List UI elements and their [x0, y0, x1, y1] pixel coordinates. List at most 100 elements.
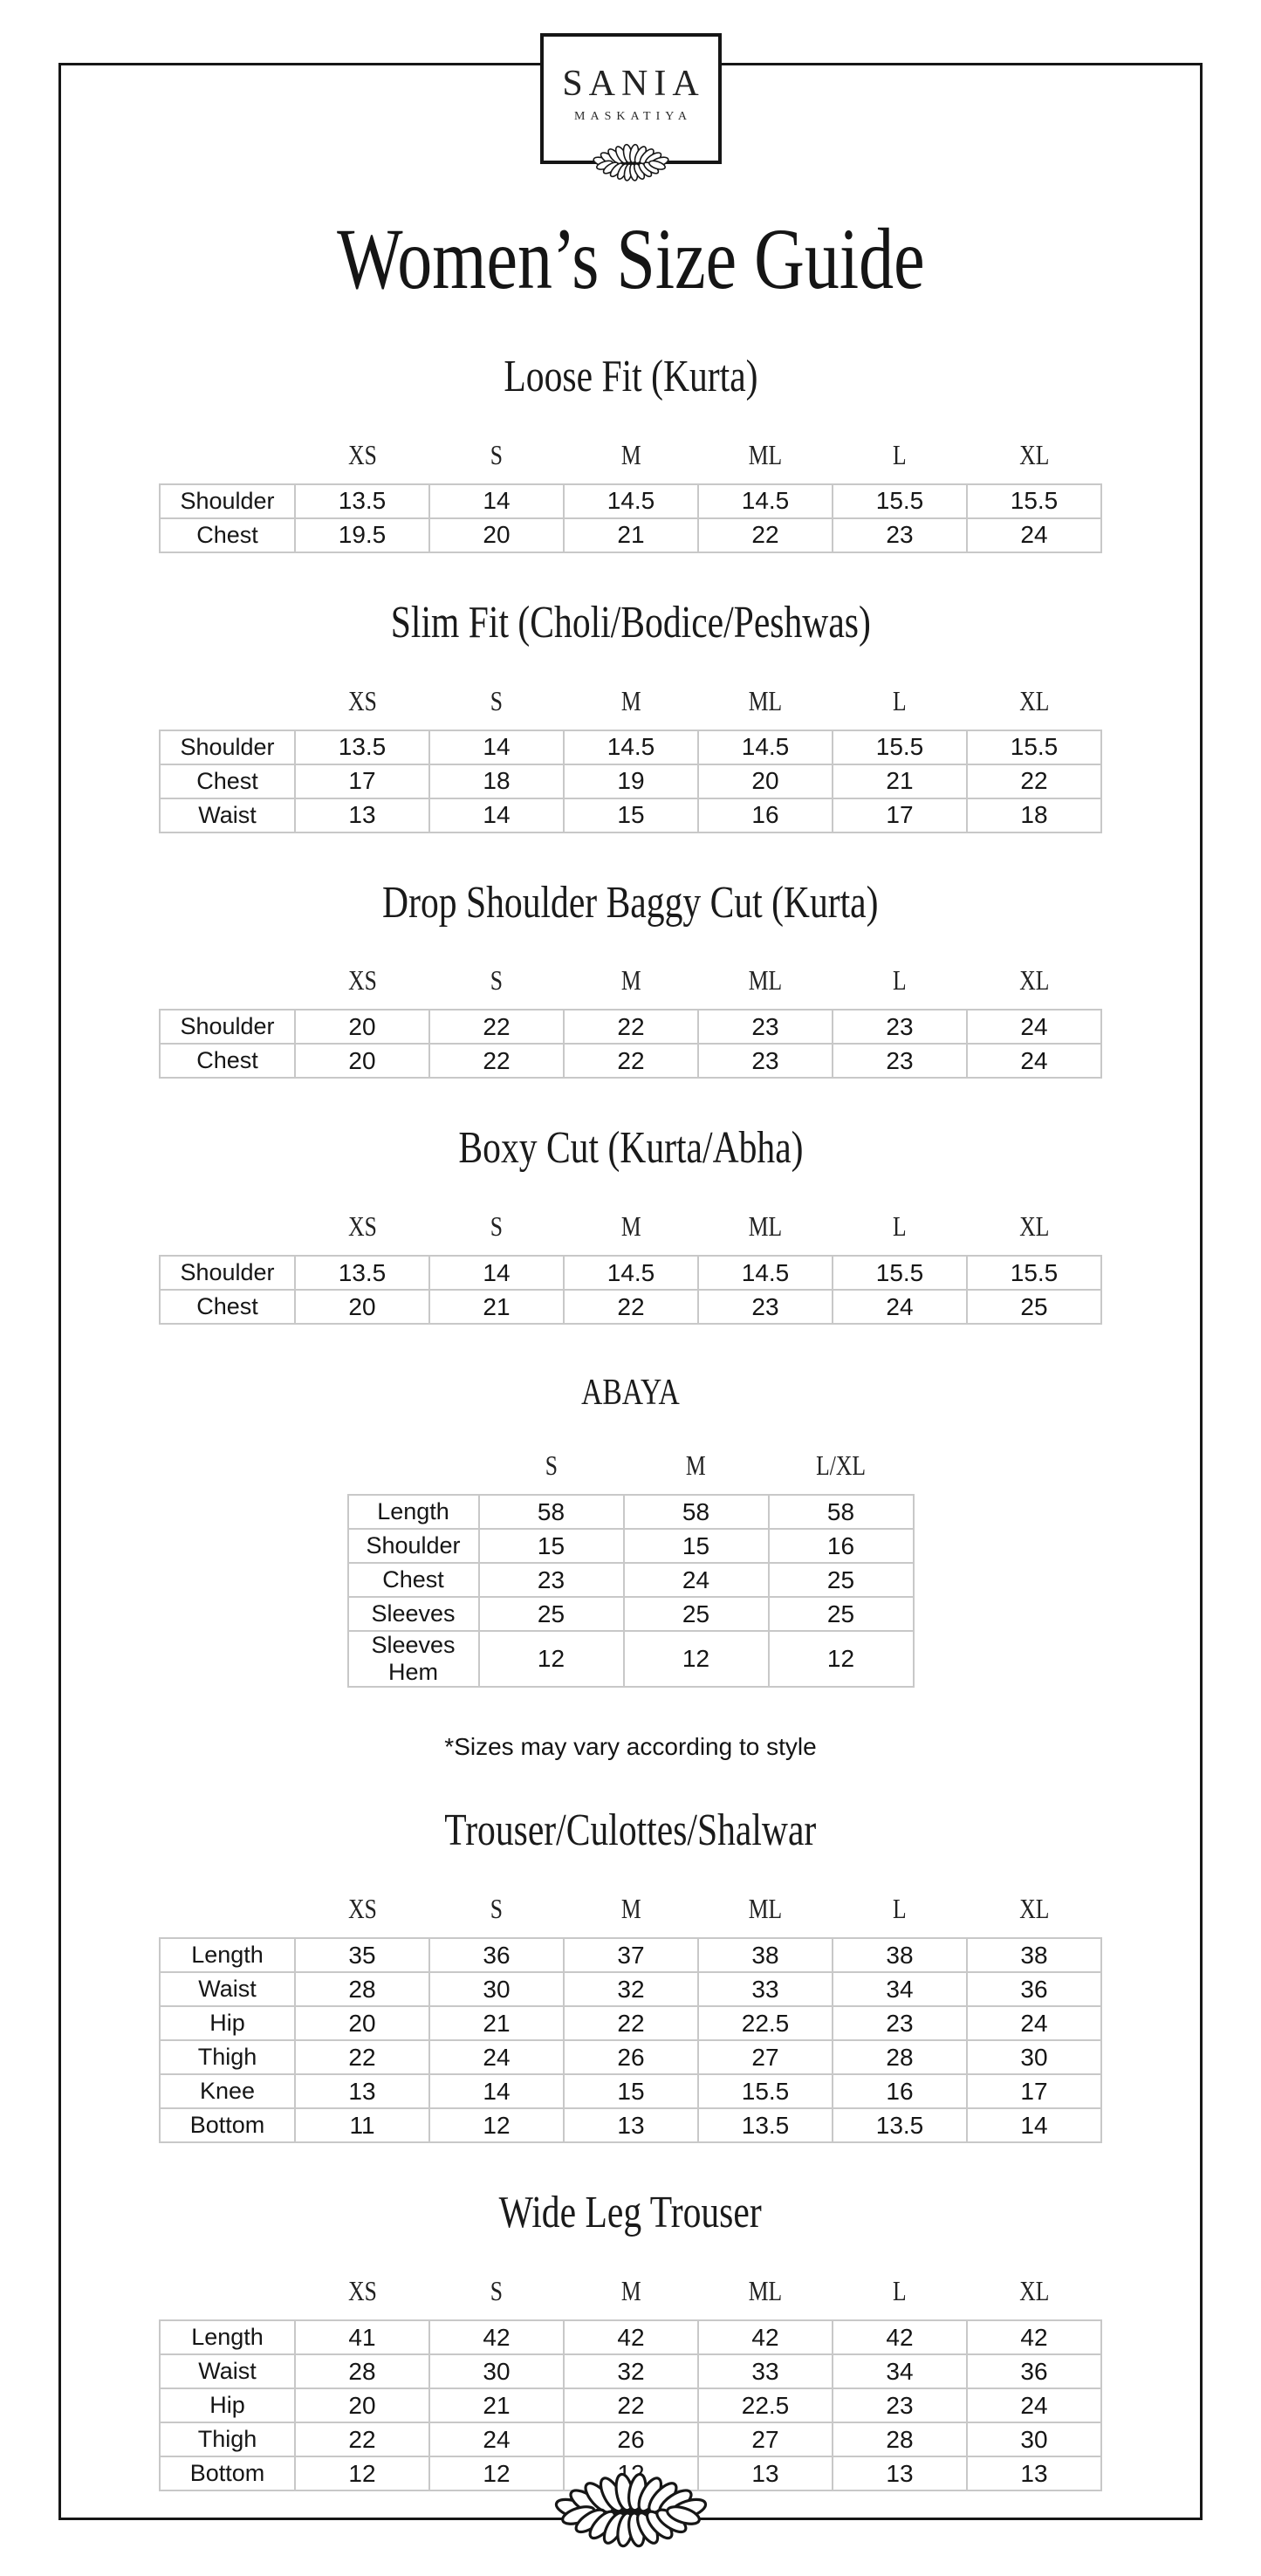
- size-value-cell: 21: [563, 517, 699, 553]
- size-column-header-text: L: [893, 2275, 907, 2307]
- size-value-cell: 22: [966, 763, 1102, 799]
- measurement-label-cell: Shoulder: [159, 483, 296, 519]
- table-row: Chest 20 22 22 23 23 24: [159, 1043, 1102, 1079]
- size-value-cell: 25: [477, 1596, 625, 1633]
- section-title-text: Slim Fit (Choli/Bodice/Peshwas): [390, 597, 871, 647]
- table-row: Length 41 42 42 42 42 42: [159, 2319, 1102, 2356]
- size-value-cell: 15: [622, 1528, 770, 1565]
- page-title: Women’s Size Guide: [0, 211, 1261, 307]
- section-title: Drop Shoulder Baggy Cut (Kurta): [0, 877, 1261, 929]
- size-value-cell: 18: [428, 763, 565, 799]
- measurement-label-cell: Length: [346, 1494, 480, 1531]
- page-title-text: Women’s Size Guide: [336, 210, 925, 307]
- size-value-cell: 24: [966, 2005, 1102, 2042]
- measurement-label-cell: Sleeves: [346, 1596, 480, 1633]
- table-header: S M L/XL: [348, 1436, 914, 1495]
- table-row: Chest 17 18 19 20 21 22: [159, 763, 1102, 799]
- size-value-cell: 13.5: [294, 483, 430, 519]
- size-column-header: ML: [698, 2262, 833, 2320]
- size-value-cell: 20: [428, 517, 565, 553]
- measurement-label-cell: Shoulder: [159, 729, 296, 765]
- table-row: Bottom 11 12 13 13.5 13.5 14: [159, 2107, 1102, 2144]
- size-value-cell: 12: [428, 2456, 565, 2492]
- size-column-header-text: XS: [347, 438, 377, 470]
- size-table: XS S M ML L XL Shoulder 13.5 14 14.5 14.5 15.5 15.5 C…: [159, 672, 1102, 833]
- size-column-header: L: [833, 2262, 967, 2320]
- measurement-label-cell: Hip: [159, 2005, 296, 2042]
- table-row: Length 35 36 37 38 38 38: [159, 1937, 1102, 1974]
- table-row: Waist 28 30 32 33 34 36: [159, 1971, 1102, 2008]
- size-value-cell: 13.5: [294, 1255, 430, 1291]
- size-value-cell: 24: [966, 1043, 1102, 1079]
- size-header-row: S M L/XL: [348, 1436, 914, 1495]
- measurement-label-cell: Chest: [346, 1562, 480, 1599]
- size-column-header-text: XL: [1018, 438, 1050, 470]
- table-row: Bottom 12 12 12 13 13 13: [159, 2456, 1102, 2492]
- size-header-spacer: [160, 1197, 295, 1256]
- size-header-spacer: [160, 672, 295, 730]
- size-column-header-text: L: [893, 964, 907, 997]
- measurement-label-cell: Sleeves Hem: [346, 1630, 480, 1689]
- content: Women’s Size Guide Loose Fit (Kurta) XS S M…: [0, 211, 1261, 2492]
- table-row: Shoulder 13.5 14 14.5 14.5 15.5 15.5: [159, 729, 1102, 765]
- size-value-cell: 14: [428, 483, 565, 519]
- size-value-cell: 30: [428, 1971, 565, 2008]
- table-row: Shoulder 13.5 14 14.5 14.5 15.5 15.5: [159, 1255, 1102, 1291]
- measurement-label-cell: Chest: [159, 517, 296, 553]
- size-value-cell: 23: [477, 1562, 625, 1599]
- size-column-header: XS: [295, 1880, 429, 1938]
- section-title-text: Drop Shoulder Baggy Cut (Kurta): [382, 877, 879, 928]
- size-header-spacer: [160, 1880, 295, 1938]
- size-value-cell: 16: [767, 1528, 915, 1565]
- size-value-cell: 22: [563, 1043, 699, 1079]
- size-column-header: ML: [698, 426, 833, 484]
- section-title: Wide Leg Trouser: [0, 2187, 1261, 2239]
- size-value-cell: 15.5: [966, 729, 1102, 765]
- size-column-header: ML: [698, 1197, 833, 1256]
- size-value-cell: 14: [428, 797, 565, 833]
- size-column-header: M: [564, 426, 698, 484]
- section-title-text: Boxy Cut (Kurta/Abha): [457, 1123, 804, 1174]
- size-column-header-text: ML: [748, 964, 783, 997]
- size-column-header: S: [429, 951, 564, 1010]
- section-title: Boxy Cut (Kurta/Abha): [0, 1122, 1261, 1175]
- section-title-text: Loose Fit (Kurta): [503, 352, 758, 401]
- section-title-text: ABAYA: [581, 1373, 680, 1414]
- size-column-header: ML: [698, 951, 833, 1010]
- size-section: ABAYA S M L/XL Length 58 58 58 Shoulder 15 15 16 Che…: [0, 1372, 1261, 1689]
- size-column-header-text: M: [620, 684, 641, 716]
- table-row: Sleeves 25 25 25: [346, 1596, 915, 1633]
- size-column-header: ML: [698, 672, 833, 730]
- size-value-cell: 19: [563, 763, 699, 799]
- table-row: Chest 23 24 25: [346, 1562, 915, 1599]
- size-column-header: S: [429, 672, 564, 730]
- size-value-cell: 14: [428, 2073, 565, 2110]
- size-value-cell: 20: [294, 2005, 430, 2042]
- size-value-cell: 15.5: [697, 2073, 833, 2110]
- size-column-header: XL: [967, 2262, 1101, 2320]
- table-row: Waist 28 30 32 33 34 36: [159, 2353, 1102, 2390]
- size-column-header-text: M: [686, 1449, 706, 1482]
- size-column-header-text: ML: [748, 1893, 783, 1925]
- size-value-cell: 12: [622, 1630, 770, 1689]
- size-value-cell: 13: [832, 2456, 968, 2492]
- size-column-header: XL: [967, 426, 1101, 484]
- size-value-cell: 22: [563, 1289, 699, 1326]
- size-value-cell: 28: [294, 1971, 430, 2008]
- table-body: Shoulder 20 22 22 23 23 24 Chest 20 22 22 23 23 24: [159, 1009, 1102, 1079]
- size-value-cell: 15.5: [966, 483, 1102, 519]
- size-value-cell: 34: [832, 2353, 968, 2390]
- table-row: Sleeves Hem 12 12 12: [346, 1630, 915, 1689]
- size-value-cell: 24: [966, 2388, 1102, 2424]
- size-column-header: XL: [967, 1197, 1101, 1256]
- measurement-label-cell: Waist: [159, 2353, 296, 2390]
- size-value-cell: 33: [697, 2353, 833, 2390]
- size-value-cell: 36: [966, 1971, 1102, 2008]
- size-value-cell: 14.5: [563, 1255, 699, 1291]
- size-column-header: M: [564, 1880, 698, 1938]
- size-value-cell: 36: [428, 1937, 565, 1974]
- size-value-cell: 22.5: [697, 2005, 833, 2042]
- size-value-cell: 30: [966, 2422, 1102, 2458]
- section-title: ABAYA: [0, 1372, 1261, 1414]
